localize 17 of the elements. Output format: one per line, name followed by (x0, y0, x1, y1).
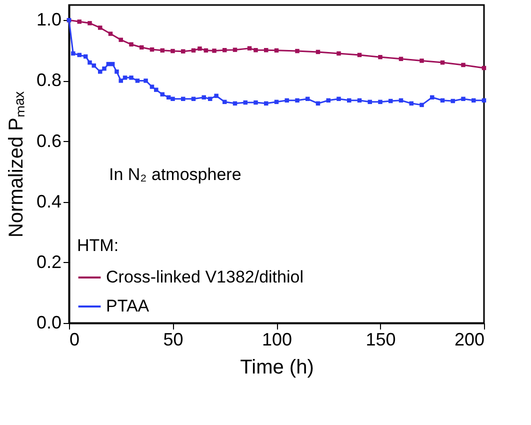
x-axis-title: Time (h) (240, 356, 314, 378)
x-tick-label: 200 (454, 330, 484, 350)
y-tick-label: 0.4 (36, 191, 62, 212)
y-tick-label: 0.8 (36, 70, 62, 90)
y-tick-label: 0.6 (36, 130, 62, 151)
legend-title: HTM: (77, 236, 119, 255)
legend-label: Cross-linked V1382/dithiol (106, 268, 304, 286)
y-tick-label: 0.0 (36, 312, 62, 332)
y-axis-title: Normalized Pₘₐₓ (5, 91, 28, 238)
x-tick-label: 50 (163, 330, 184, 350)
x-tick-label: 150 (366, 330, 396, 350)
y-tick-label: 1.0 (36, 10, 62, 30)
legend-label: PTAA (106, 296, 150, 316)
annotation: In N₂ atmosphere (109, 165, 242, 184)
x-tick-label: 0 (70, 330, 80, 350)
x-tick-label: 100 (262, 330, 292, 350)
y-tick-label: 0.2 (36, 252, 62, 272)
